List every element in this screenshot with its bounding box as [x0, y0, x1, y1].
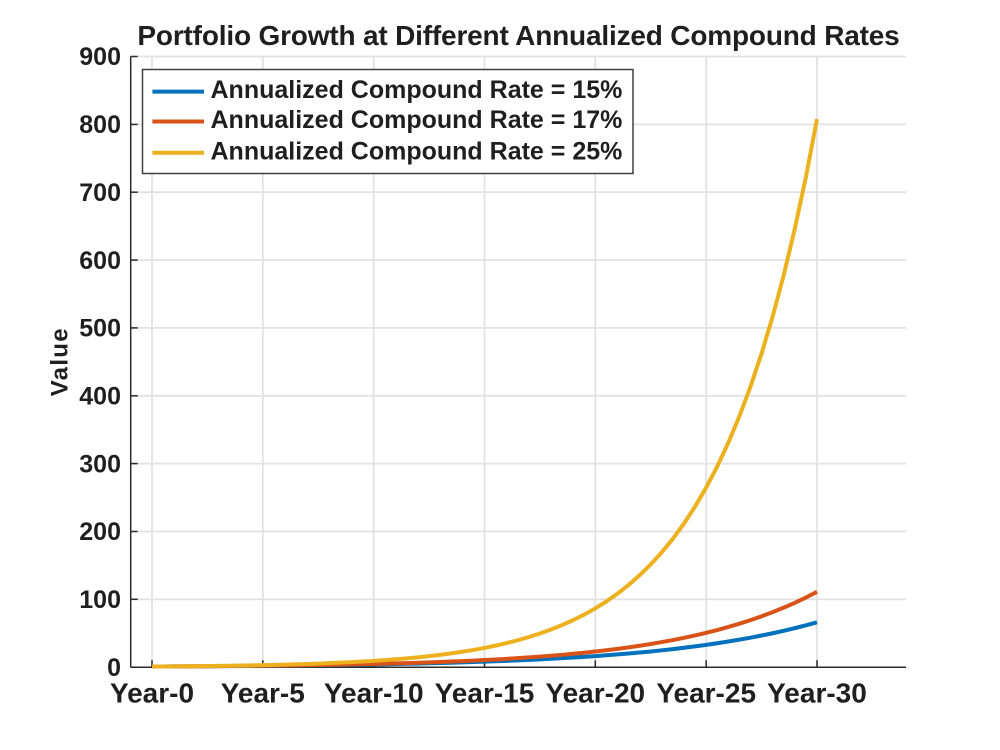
svg-text:Annualized Compound Rate = 17%: Annualized Compound Rate = 17%	[211, 106, 623, 134]
svg-text:500: 500	[79, 315, 121, 343]
svg-text:600: 600	[79, 247, 121, 275]
svg-text:700: 700	[79, 179, 121, 207]
svg-text:Annualized Compound Rate = 15%: Annualized Compound Rate = 15%	[211, 76, 623, 104]
svg-text:100: 100	[79, 586, 121, 614]
svg-text:Year-15: Year-15	[435, 677, 535, 708]
svg-text:Portfolio Growth at Different: Portfolio Growth at Different Annualized…	[137, 20, 899, 51]
svg-text:0: 0	[107, 654, 121, 682]
svg-text:800: 800	[79, 111, 121, 139]
svg-text:200: 200	[79, 518, 121, 546]
svg-text:Year-30: Year-30	[767, 677, 867, 708]
svg-text:Value: Value	[47, 327, 74, 396]
svg-text:Annualized Compound Rate = 25%: Annualized Compound Rate = 25%	[211, 137, 623, 165]
svg-text:Year-0: Year-0	[110, 677, 194, 708]
svg-text:Year-5: Year-5	[221, 677, 305, 708]
svg-text:Year-20: Year-20	[545, 677, 645, 708]
svg-text:900: 900	[79, 43, 121, 71]
svg-text:Year-25: Year-25	[656, 677, 756, 708]
svg-text:300: 300	[79, 450, 121, 478]
svg-text:Year-10: Year-10	[324, 677, 424, 708]
svg-text:400: 400	[79, 383, 121, 411]
